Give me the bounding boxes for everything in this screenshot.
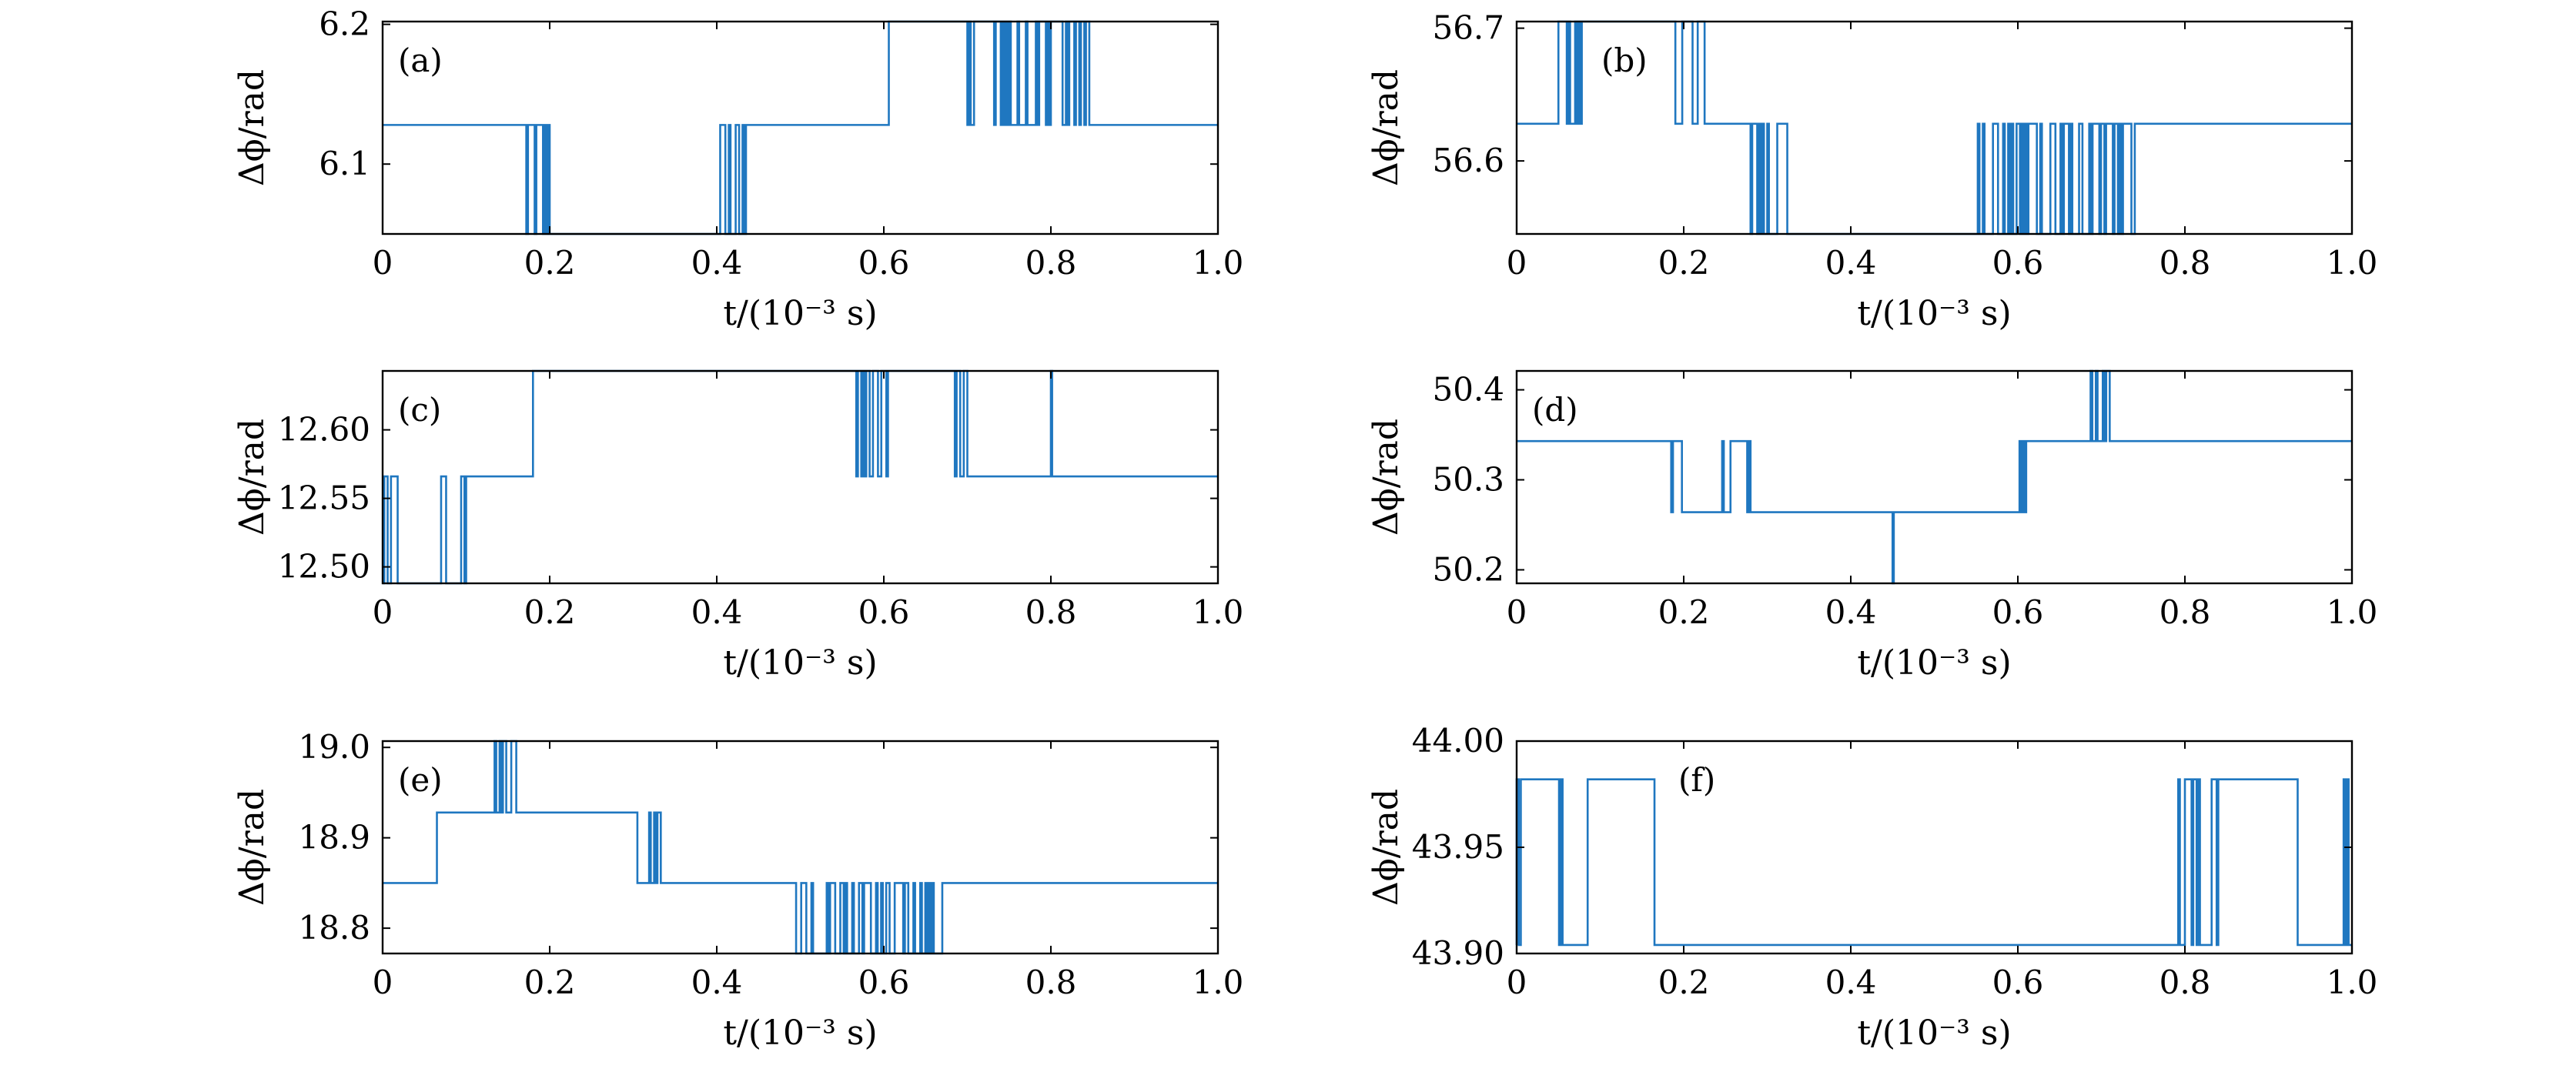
- y-tick-label: 50.3: [1432, 461, 1504, 499]
- x-tick-label: 1.0: [2327, 963, 2378, 1001]
- axes-frame: [381, 369, 1219, 585]
- panel-f: 0 0.2 0.4 0.6 0.8 1.0 43.90 43.95 44.00 t/(10⁻³ s…: [1367, 722, 2377, 1053]
- y-tick-label: 12.55: [278, 479, 370, 517]
- x-tick-label: 0.6: [858, 963, 910, 1001]
- axes-frame: [1515, 20, 2354, 235]
- x-tick-label: 0.4: [691, 593, 743, 631]
- y-tick-label: 56.7: [1432, 9, 1504, 47]
- series-line: [383, 369, 1218, 585]
- x-tick-label: 1.0: [2327, 593, 2378, 631]
- panel-label: (f): [1678, 761, 1715, 799]
- series-line: [383, 740, 1218, 955]
- x-tick-label: 0.6: [1992, 593, 2044, 631]
- x-tick-label: 0.8: [2159, 593, 2211, 631]
- x-tick-label: 0.6: [858, 244, 910, 282]
- x-tick-label: 0.2: [524, 593, 576, 631]
- x-tick-label: 0.2: [1658, 244, 1710, 282]
- x-tick-label: 0.2: [1658, 963, 1710, 1001]
- x-tick-label: 0.6: [1992, 963, 2044, 1001]
- y-tick-label: 43.95: [1412, 828, 1504, 866]
- axes-frame: [381, 740, 1219, 955]
- panel-b: 0 0.2 0.4 0.6 0.8 1.0 56.6 56.7 t/(10⁻³ s) Δϕ/rad…: [1367, 9, 2377, 333]
- x-tick-label: 0: [1507, 244, 1527, 282]
- x-tick-label: 0.4: [1825, 244, 1877, 282]
- panel-label: (e): [398, 761, 443, 799]
- series-line: [383, 20, 1218, 235]
- y-tick-label: 6.1: [319, 145, 370, 182]
- y-axis-label: Δϕ/rad: [233, 789, 272, 906]
- x-tick-label: 1.0: [1193, 244, 1244, 282]
- x-tick-label: 0.2: [1658, 593, 1710, 631]
- x-tick-label: 0: [1507, 963, 1527, 1001]
- panel-label: (b): [1601, 42, 1648, 79]
- x-tick-label: 0.4: [1825, 593, 1877, 631]
- x-axis-label: t/(10⁻³ s): [723, 1014, 877, 1053]
- y-tick-label: 12.60: [278, 411, 370, 449]
- series-line: [1517, 369, 2352, 585]
- y-tick-label: 12.50: [278, 548, 370, 586]
- y-axis-label: Δϕ/rad: [1367, 789, 1406, 906]
- panel-e: 0 0.2 0.4 0.6 0.8 1.0 18.8 18.9 19.0 t/(10⁻³ s) Δϕ…: [233, 728, 1243, 1053]
- y-tick-label: 44.00: [1412, 722, 1504, 760]
- x-tick-label: 0: [373, 963, 393, 1001]
- y-axis-label: Δϕ/rad: [233, 419, 272, 536]
- y-axis-label: Δϕ/rad: [233, 69, 272, 186]
- y-tick-label: 56.6: [1432, 142, 1504, 179]
- panel-c: 0 0.2 0.4 0.6 0.8 1.0 12.50 12.55 12.60 t/(10⁻³ s…: [233, 369, 1244, 683]
- panel-label: (c): [398, 391, 441, 429]
- x-tick-label: 0: [373, 593, 393, 631]
- x-tick-label: 0.4: [691, 244, 743, 282]
- y-tick-label: 50.2: [1432, 550, 1504, 588]
- x-axis-label: t/(10⁻³ s): [723, 643, 877, 683]
- series-line: [1515, 778, 2352, 947]
- panel-label: (d): [1532, 391, 1578, 429]
- x-tick-label: 0.2: [524, 963, 576, 1001]
- x-tick-label: 0.8: [1025, 963, 1077, 1001]
- x-tick-label: 0.6: [1992, 244, 2044, 282]
- panel-a: 0 0.2 0.4 0.6 0.8 1.0 6.1 6.2 t/(10⁻³ s) Δϕ/rad (a…: [233, 5, 1243, 333]
- y-tick-label: 18.9: [298, 819, 370, 857]
- x-tick-label: 0.8: [1025, 244, 1077, 282]
- y-tick-label: 6.2: [319, 5, 370, 43]
- x-tick-label: 0: [1507, 593, 1527, 631]
- x-tick-label: 1.0: [1193, 963, 1244, 1001]
- x-tick-label: 1.0: [2327, 244, 2378, 282]
- panel-label: (a): [398, 42, 443, 79]
- x-tick-label: 0.8: [2159, 963, 2211, 1001]
- x-tick-label: 0.8: [1025, 593, 1077, 631]
- y-axis-label: Δϕ/rad: [1367, 69, 1406, 186]
- x-tick-label: 0.4: [1825, 963, 1877, 1001]
- x-tick-label: 0.8: [2159, 244, 2211, 282]
- y-tick-label: 18.8: [298, 909, 370, 947]
- axes-frame: [1515, 740, 2354, 955]
- x-tick-label: 0: [373, 244, 393, 282]
- x-axis-label: t/(10⁻³ s): [723, 294, 877, 333]
- x-axis-label: t/(10⁻³ s): [1857, 643, 2011, 683]
- x-axis-label: t/(10⁻³ s): [1857, 294, 2011, 333]
- panel-d: 0 0.2 0.4 0.6 0.8 1.0 50.2 50.3 50.4 t/(10⁻³ s) Δϕ…: [1367, 369, 2378, 683]
- x-tick-label: 0.2: [524, 244, 576, 282]
- x-tick-label: 1.0: [1193, 593, 1244, 631]
- y-tick-label: 50.4: [1432, 371, 1504, 409]
- x-tick-label: 0.6: [858, 593, 910, 631]
- y-tick-label: 19.0: [298, 728, 370, 766]
- x-axis-label: t/(10⁻³ s): [1857, 1014, 2011, 1053]
- axes-frame: [381, 20, 1219, 235]
- y-axis-label: Δϕ/rad: [1367, 419, 1406, 536]
- y-tick-label: 43.90: [1412, 934, 1504, 972]
- x-tick-label: 0.4: [691, 963, 743, 1001]
- axes-frame: [1515, 369, 2354, 585]
